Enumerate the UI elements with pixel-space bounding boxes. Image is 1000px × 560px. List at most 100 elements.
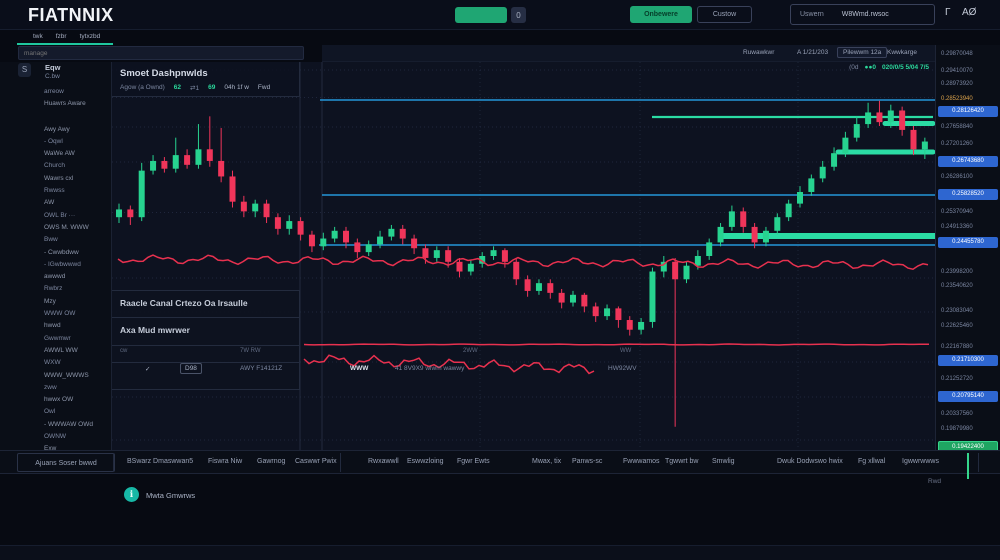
sidebar-item[interactable]: - Oqwl	[44, 137, 63, 145]
sidebar-item[interactable]: WaWe AW	[44, 150, 75, 158]
sidebar-item[interactable]: hwwx OW	[44, 396, 74, 404]
candle-body	[831, 153, 838, 167]
sidebar-item[interactable]: - Cwwbdww	[44, 248, 79, 256]
candle-body	[535, 283, 542, 291]
toolbar-item-0[interactable]: Ruwawkwr	[743, 49, 775, 56]
sidebar-item[interactable]: WWW OW	[44, 310, 76, 318]
footer-item-8[interactable]: Mwax, tix	[532, 458, 562, 465]
price-label-3[interactable]: 0.28523940	[941, 96, 973, 102]
tab-2[interactable]: tytxzbd	[79, 33, 101, 40]
footer-item-9[interactable]: Panws-sc	[572, 458, 603, 465]
tab-1[interactable]: fzbr	[55, 33, 67, 40]
candle-body	[422, 248, 429, 258]
sidebar-item[interactable]: Rwbrz	[44, 285, 63, 293]
custom-button[interactable]: Custow	[697, 6, 752, 23]
candlestick-chart	[112, 62, 935, 450]
price-label-4[interactable]: 0.28126420	[938, 106, 998, 117]
candle-body	[172, 155, 179, 169]
price-label-22[interactable]: 0.19879980	[941, 426, 973, 432]
footer-item-6[interactable]: Eswwzloing	[407, 458, 444, 465]
footer-item-4[interactable]: Caswwr Pwix	[295, 458, 337, 465]
candle-body	[762, 230, 769, 243]
price-scale[interactable]: 0.29870048 0.29410070 0.28973920 0.28523940…	[935, 45, 1000, 452]
price-label-8[interactable]: 0.26286100	[941, 174, 973, 180]
footer-item-13[interactable]: Dwuk Dodwswo hwix	[777, 458, 843, 465]
price-label-17[interactable]: 0.22167880	[941, 344, 973, 350]
footer-item-3[interactable]: Gawrnog	[257, 458, 286, 465]
footer-item-2[interactable]: Fiswra Niw	[208, 458, 243, 465]
price-label-10[interactable]: 0.25370940	[941, 209, 973, 215]
sidebar-item[interactable]: AW	[44, 199, 55, 207]
search-input[interactable]	[18, 46, 304, 60]
sidebar-item[interactable]: hwwd	[44, 322, 61, 330]
sidebar-item[interactable]: OWS M. WWW	[44, 223, 89, 231]
sidebar-item[interactable]: OWNW	[44, 433, 67, 441]
price-label-6[interactable]: 0.27201260	[941, 141, 973, 147]
toolbar-item-1[interactable]: A 1/21/203	[797, 49, 829, 56]
price-label-14[interactable]: 0.23540620	[941, 283, 973, 289]
candle-body	[694, 256, 701, 266]
sidebar-item[interactable]: AWWL WW	[44, 346, 78, 354]
price-label-13[interactable]: 0.23998200	[941, 269, 973, 275]
footer-item-10[interactable]: Fwwwamos	[623, 458, 660, 465]
sidebar-item[interactable]: Exw	[44, 445, 57, 453]
candle-body	[604, 308, 611, 317]
sidebar-item[interactable]: - WWWAW OWd	[44, 420, 93, 428]
frame-icon[interactable]: Γ	[945, 7, 951, 18]
tab-0[interactable]: twk	[33, 33, 43, 40]
sidebar-item[interactable]: OWL Br ···	[44, 211, 76, 219]
price-label-11[interactable]: 0.24913360	[941, 224, 973, 230]
toolbar-item-3[interactable]: Kwwkarge	[887, 49, 917, 56]
sidebar-item[interactable]: awwwd	[44, 273, 66, 281]
account-box[interactable]: Uswern W8Wmd.rwsoc	[790, 4, 935, 25]
sidebar-item[interactable]: Wawrs cxl	[44, 174, 74, 182]
sidebar-item[interactable]: Church	[44, 162, 65, 170]
price-label-15[interactable]: 0.23083040	[941, 308, 973, 314]
footer-item-7[interactable]: Fgwr Ewts	[457, 458, 490, 465]
primary-action-button[interactable]	[455, 7, 507, 23]
deposit-button[interactable]: Onbewere	[630, 6, 692, 23]
sidebar-item[interactable]: Mzy	[44, 297, 56, 305]
footer-item-15[interactable]: Igwwrwwws	[902, 458, 939, 465]
price-label-20[interactable]: 0.20795140	[938, 391, 998, 402]
table-header-0: cw	[120, 348, 128, 354]
sidebar-item[interactable]: Huawrs Aware	[44, 100, 86, 108]
footer-item-1[interactable]: BSwarz Dmaswwan5	[127, 458, 194, 465]
candle-body	[138, 170, 145, 218]
sidebar-item[interactable]: Rwwss	[44, 187, 65, 195]
counter-button[interactable]: 0	[511, 7, 526, 23]
sidebar-item[interactable]: zww	[44, 383, 57, 391]
candle-body	[479, 256, 486, 264]
footer-item-11[interactable]: Tgwwrt bw	[665, 458, 699, 465]
price-label-16[interactable]: 0.22625460	[941, 323, 973, 329]
sidebar-item[interactable]: - IGwbwwwd	[44, 260, 81, 268]
price-label-0[interactable]: 0.29870048	[941, 51, 973, 57]
price-label-18[interactable]: 0.21710300	[938, 355, 998, 366]
price-label-7[interactable]: 0.26743680	[938, 156, 998, 167]
sidebar-item[interactable]: WWW_WWWS	[44, 371, 89, 379]
sidebar-item[interactable]: arreow	[44, 88, 64, 95]
sidebar-item[interactable]: Bww	[44, 236, 58, 244]
sidebar-item[interactable]: WXW	[44, 359, 61, 367]
price-label-1[interactable]: 0.29410070	[941, 68, 973, 74]
footer-item-12[interactable]: Smwlig	[712, 458, 735, 465]
footer-item-14[interactable]: Fg xllwal	[858, 458, 886, 465]
toolbar-item-2[interactable]: Pilewwm 12a	[837, 47, 888, 58]
chat-button[interactable]: ℹ	[124, 487, 139, 502]
positions-table-row[interactable]: ✓ D98 AWY F14121Z WWW 41 8V9X9 wlwm wawwy HW9…	[112, 363, 672, 379]
footer-item-0[interactable]: Ajuans Soser bwwd	[17, 453, 115, 472]
sidebar-item[interactable]: Owl	[44, 408, 56, 416]
price-label-19[interactable]: 0.21252720	[941, 376, 973, 382]
chart-area[interactable]: Smoet Dashpnwlds Agow (a Ownd) 62 ⇄1 69 04h …	[112, 62, 935, 450]
price-label-9[interactable]: 0.25828520	[938, 189, 998, 200]
price-label-5[interactable]: 0.27658840	[941, 124, 973, 130]
font-size-icon[interactable]: AØ	[962, 7, 977, 18]
footer-item-5[interactable]: Rwxawwll	[368, 458, 399, 465]
asset-name[interactable]: Eqw	[45, 63, 61, 72]
sidebar-item[interactable]: Gwwmwr	[44, 334, 71, 342]
price-label-12[interactable]: 0.24455780	[938, 237, 998, 248]
price-label-2[interactable]: 0.28973920	[941, 81, 973, 87]
sidebar-item[interactable]: Awy Awy	[44, 125, 70, 133]
orders-panel	[112, 290, 300, 390]
price-label-21[interactable]: 0.20337560	[941, 411, 973, 417]
